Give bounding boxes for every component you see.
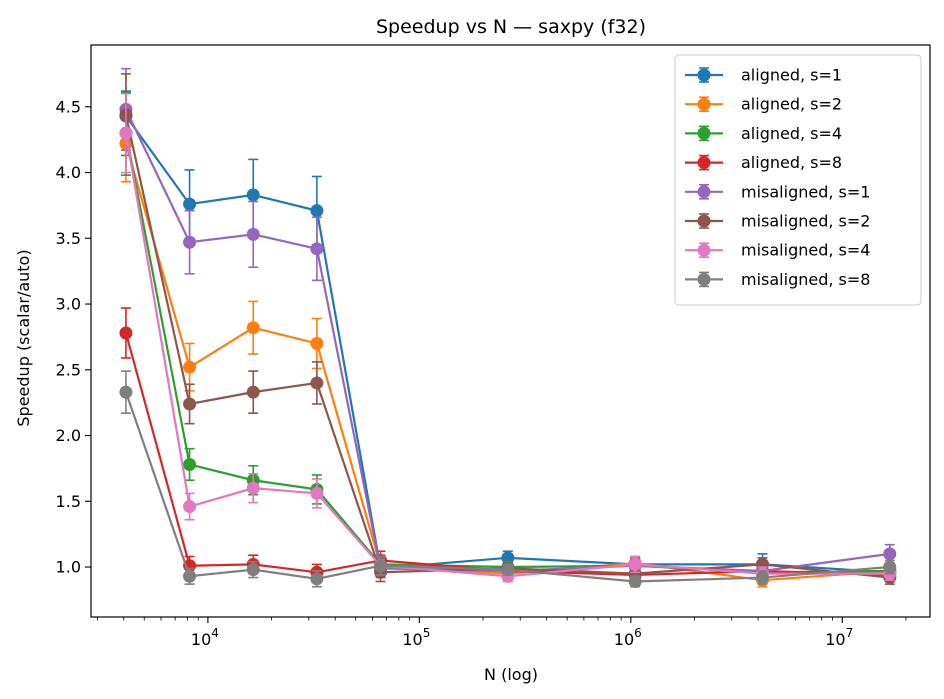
plot-frame [90, 44, 931, 618]
data-point [310, 572, 324, 586]
x-tick-label: 104 [191, 626, 219, 649]
legend-label: misaligned, s=4 [741, 241, 870, 260]
x-tick-label: 105 [402, 626, 430, 649]
data-point [183, 397, 197, 411]
data-point [628, 557, 642, 571]
data-point [119, 385, 133, 399]
legend-item: misaligned, s=4 [685, 241, 870, 260]
data-point [183, 235, 197, 249]
data-point [119, 326, 133, 340]
y-tick-label: 2.0 [56, 426, 81, 445]
legend-box [674, 54, 922, 306]
legend-marker [697, 272, 711, 286]
data-point [246, 188, 260, 202]
series-7 [119, 370, 897, 588]
legend-label: aligned, s=2 [741, 95, 842, 114]
series-line [124, 332, 890, 577]
data-point [883, 547, 897, 561]
data-point [374, 559, 388, 573]
data-point [246, 481, 260, 495]
legend-marker [697, 68, 711, 82]
data-point [755, 571, 769, 585]
chart-title: Speedup vs N — saxpy (f32) [376, 16, 646, 38]
data-point [183, 360, 197, 374]
legend-label: aligned, s=1 [741, 66, 842, 85]
x-tick-label: 106 [614, 626, 642, 649]
data-point [628, 574, 642, 588]
series-3 [119, 307, 897, 583]
legend-label: misaligned, s=8 [741, 270, 870, 289]
legend-marker [697, 243, 711, 257]
data-point [501, 563, 515, 577]
legend: aligned, s=1 aligned, s=2 aligned, s=4 alig… [674, 54, 922, 306]
legend-marker [697, 156, 711, 170]
data-point [310, 376, 324, 390]
data-point [246, 227, 260, 241]
data-point [183, 457, 197, 471]
data-point [310, 242, 324, 256]
data-point [119, 126, 133, 140]
data-point [183, 197, 197, 211]
data-point [246, 385, 260, 399]
legend-label: misaligned, s=2 [741, 212, 870, 231]
y-tick-label: 1.5 [56, 492, 81, 511]
y-tick-label: 3.5 [56, 229, 81, 248]
data-point [246, 321, 260, 335]
y-tick-label: 2.5 [56, 360, 81, 379]
data-point [883, 560, 897, 574]
data-point [310, 204, 324, 218]
data-point [183, 569, 197, 583]
legend-item: aligned, s=2 [685, 95, 842, 114]
legend-label: misaligned, s=1 [741, 182, 870, 201]
x-tick-label: 107 [825, 626, 853, 649]
data-point [310, 486, 324, 500]
data-point [183, 500, 197, 514]
legend-item: misaligned, s=8 [685, 270, 870, 289]
legend-label: aligned, s=8 [741, 153, 842, 172]
legend-item: aligned, s=4 [685, 124, 842, 143]
legend-label: aligned, s=4 [741, 124, 842, 143]
data-point [246, 563, 260, 577]
legend-item: misaligned, s=2 [685, 212, 870, 231]
y-tick-label: 4.5 [56, 97, 81, 116]
legend-marker [697, 97, 711, 111]
y-tick-label: 1.0 [56, 558, 81, 577]
data-point [310, 336, 324, 350]
legend-item: aligned, s=8 [685, 153, 842, 172]
legend-item: misaligned, s=1 [685, 182, 870, 201]
legend-marker [697, 185, 711, 199]
legend-marker [697, 214, 711, 228]
y-tick-label: 3.0 [56, 295, 81, 314]
x-axis-label: N (log) [484, 665, 538, 684]
y-axis-label: Speedup (scalar/auto) [14, 249, 33, 426]
y-tick-label: 4.0 [56, 163, 81, 182]
legend-marker [697, 126, 711, 140]
plot-area: 104 105 106 107 1.0 1.5 2.0 2.5 3.0 3.5 4.0 4.5 [56, 44, 931, 649]
legend-item: aligned, s=1 [685, 66, 842, 85]
